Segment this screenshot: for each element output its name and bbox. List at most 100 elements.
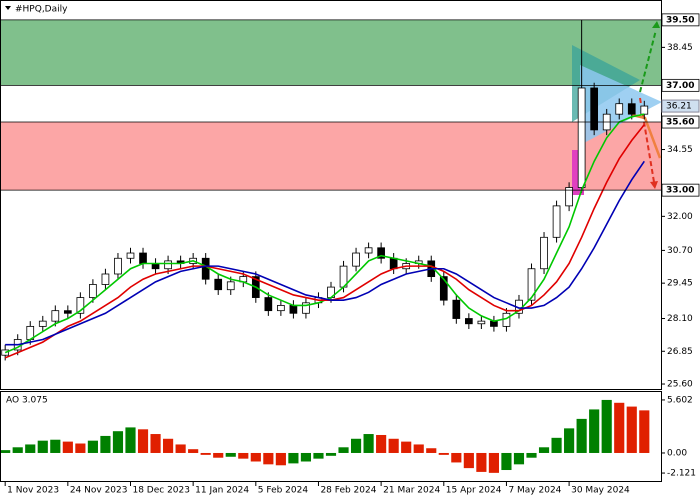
candle-body	[89, 284, 97, 298]
candle-body	[615, 103, 624, 115]
moving-average	[5, 160, 645, 346]
x-tick-label: 24 Nov 2023	[70, 486, 128, 496]
candle-body	[552, 205, 561, 238]
last-price-box	[661, 99, 700, 113]
y-tick-label: 29.45	[667, 279, 693, 289]
ao-bar	[112, 431, 124, 453]
ao-bar	[200, 452, 211, 455]
x-tick-label: 7 May 2024	[508, 486, 561, 496]
level-label: 39.50	[666, 15, 694, 25]
ao-bar	[501, 452, 512, 471]
arrow-head	[650, 181, 658, 189]
x-tick-label: 11 Jan 2024	[195, 486, 249, 496]
level-label: 37.00	[666, 81, 694, 91]
level-label-box	[661, 13, 700, 27]
ao-bar	[188, 449, 199, 453]
candle-body	[302, 302, 310, 314]
ao-bar	[350, 438, 362, 453]
ao-bar	[338, 447, 349, 453]
ao-bar	[601, 399, 612, 453]
candle-body	[38, 320, 47, 327]
price-pane-border	[0, 0, 662, 390]
candle-body	[63, 310, 72, 314]
ao-bar	[538, 447, 550, 453]
ao-bar	[401, 441, 412, 453]
ao-bar	[526, 452, 537, 458]
x-tick-label: 28 Feb 2024	[320, 486, 376, 496]
arrow-down	[639, 97, 655, 183]
x-tick-label: 15 Apr 2024	[446, 486, 502, 496]
ao-bar	[288, 452, 299, 464]
level-label-box	[661, 183, 700, 197]
y-tick-label: 25.60	[667, 380, 693, 390]
ao-bar	[100, 435, 111, 453]
candle-body	[590, 87, 599, 131]
y-tick-label: 5.602	[667, 395, 693, 405]
ao-bar	[451, 452, 462, 463]
moving-average	[4, 124, 645, 359]
ao-pane-border	[0, 391, 662, 482]
y-tick-label: 38.45	[667, 43, 693, 53]
y-tick-label: 32.00	[667, 212, 693, 222]
candle-body	[226, 281, 235, 291]
ao-bar	[263, 452, 274, 465]
ao-bar	[37, 440, 48, 453]
level-label: 35.60	[666, 118, 694, 128]
ao-bar	[163, 438, 174, 453]
ao-bar	[488, 452, 499, 473]
ao-bar	[614, 402, 625, 453]
y-tick-label: 34.55	[667, 145, 693, 155]
candle-body	[465, 318, 473, 325]
y-tick-label: 28.10	[667, 314, 693, 324]
ao-bar	[25, 444, 36, 453]
ao-bar	[275, 452, 286, 466]
ao-bar	[413, 444, 424, 453]
candle-body	[577, 87, 586, 188]
ao-bar	[75, 443, 86, 453]
candle-body	[264, 297, 273, 312]
ao-bar	[12, 447, 23, 453]
candle-body	[565, 187, 573, 207]
candle-body	[452, 299, 461, 319]
ao-bar	[213, 452, 224, 458]
ao-bar	[388, 438, 399, 453]
ao-bar	[0, 450, 11, 453]
chart-title: #HPQ,Daily	[15, 5, 68, 15]
ao-bar	[175, 444, 186, 453]
candle-body	[214, 278, 223, 291]
candle-body	[477, 320, 486, 325]
candle-body	[76, 297, 85, 314]
ao-bar	[438, 452, 449, 455]
candle-body	[139, 252, 147, 264]
ao-bar	[300, 452, 312, 462]
ao-bar	[363, 434, 374, 453]
menu-icon	[5, 6, 11, 10]
ao-bar	[225, 452, 236, 457]
ao-bar	[564, 428, 575, 453]
ao-bar	[150, 434, 161, 453]
arrow-up	[639, 29, 657, 93]
ao-bar	[376, 434, 387, 453]
candle-body	[101, 273, 110, 285]
level-label: 33.00	[666, 186, 694, 196]
y-tick-label: -2.121	[667, 469, 696, 479]
ao-bar	[325, 452, 337, 456]
candle-body	[201, 257, 210, 280]
ao-bar	[250, 452, 261, 462]
plot	[0, 19, 661, 473]
ao-bar	[626, 406, 637, 453]
ao-bar	[463, 452, 474, 469]
candle-body	[527, 268, 536, 301]
ao-bar	[513, 452, 525, 465]
ao-bar	[476, 452, 487, 472]
level-label-box	[661, 115, 700, 129]
zone	[1, 122, 661, 191]
ao-bar	[50, 439, 61, 453]
x-tick-label: 1 Nov 2023	[7, 486, 59, 496]
candle-body	[51, 310, 60, 322]
ao-bar	[639, 410, 650, 453]
ao-bar	[589, 409, 600, 453]
candle-body	[352, 252, 360, 267]
zone	[1, 19, 661, 86]
